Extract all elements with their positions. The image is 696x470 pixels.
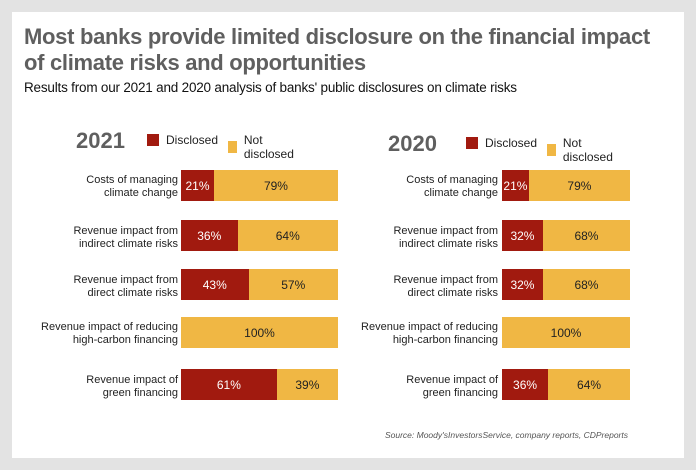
bar-segment-disclosed: 61% <box>181 369 277 400</box>
category-label: Revenue impact of green financing <box>406 374 498 399</box>
legend-label: Not disclosed <box>243 133 294 161</box>
bar-segment-not-disclosed: 79% <box>213 170 338 201</box>
stacked-bar: 36% 64% <box>502 369 630 400</box>
bar-segment-disclosed: 21% <box>502 170 529 201</box>
bar-segment-not-disclosed: 64% <box>237 220 338 251</box>
chart-subtitle: Results from our 2021 and 2020 analysis … <box>24 80 517 95</box>
stacked-bar: 43% 57% <box>181 269 338 300</box>
bar-segment-not-disclosed: 39% <box>276 369 338 400</box>
legend-swatch <box>228 141 237 153</box>
stacked-bar: 32% 68% <box>502 220 630 251</box>
source-note: Source: Moody'sInvestorsService, company… <box>384 430 628 440</box>
category-label: Revenue impact from indirect climate risk… <box>73 225 178 250</box>
category-label: Revenue impact from indirect climate risk… <box>393 225 498 250</box>
panel-year-title: 2020 <box>388 131 437 156</box>
legend-label: Disclosed <box>485 136 538 150</box>
bar-segment-disclosed: 43% <box>181 269 249 300</box>
bar-segment-not-disclosed: 57% <box>248 269 338 300</box>
legend-label: Disclosed <box>166 133 219 147</box>
legend-not-disclosed: Not disclosed <box>547 136 616 164</box>
category-label: Revenue impact from direct climate risks <box>393 274 498 299</box>
bar-segment-not-disclosed: 68% <box>542 269 630 300</box>
stacked-bar: 61% 39% <box>181 369 338 400</box>
stacked-bar: 21% 79% <box>502 170 630 201</box>
legend-label: Not disclosed <box>562 136 613 164</box>
stacked-bar: 21% 79% <box>181 170 338 201</box>
bar-segment-not-disclosed: 68% <box>542 220 630 251</box>
category-label: Costs of managing climate change <box>406 174 498 199</box>
bar-segment-disclosed: 36% <box>181 220 238 251</box>
category-label: Revenue impact of green financing <box>86 374 178 399</box>
legend-swatch <box>547 144 556 156</box>
stacked-bar: 100% <box>181 317 338 348</box>
legend-disclosed: Disclosed <box>466 136 537 150</box>
stacked-bar: 100% <box>502 317 630 348</box>
legend-swatch <box>466 137 478 149</box>
bar-segment-not-disclosed: 64% <box>548 369 630 400</box>
bar-segment-disclosed: 32% <box>502 269 543 300</box>
category-label: Costs of managing climate change <box>86 174 178 199</box>
category-label: Revenue impact of reducing high-carbon fi… <box>41 321 178 346</box>
bar-segment-not-disclosed: 100% <box>502 317 630 348</box>
bar-segment-disclosed: 21% <box>181 170 214 201</box>
category-label: Revenue impact from direct climate risks <box>73 274 178 299</box>
bar-segment-not-disclosed: 100% <box>181 317 338 348</box>
chart-title: Most banks provide limited disclosure on… <box>24 24 650 75</box>
stacked-bar: 36% 64% <box>181 220 338 251</box>
legend-not-disclosed: Not disclosed <box>228 133 297 161</box>
bar-segment-disclosed: 32% <box>502 220 543 251</box>
bar-segment-not-disclosed: 79% <box>528 170 630 201</box>
legend-swatch <box>147 134 159 146</box>
stacked-bar: 32% 68% <box>502 269 630 300</box>
bar-segment-disclosed: 36% <box>502 369 549 400</box>
legend-disclosed: Disclosed <box>147 133 218 147</box>
category-label: Revenue impact of reducing high-carbon fi… <box>361 321 498 346</box>
panel-year-title: 2021 <box>76 128 125 153</box>
